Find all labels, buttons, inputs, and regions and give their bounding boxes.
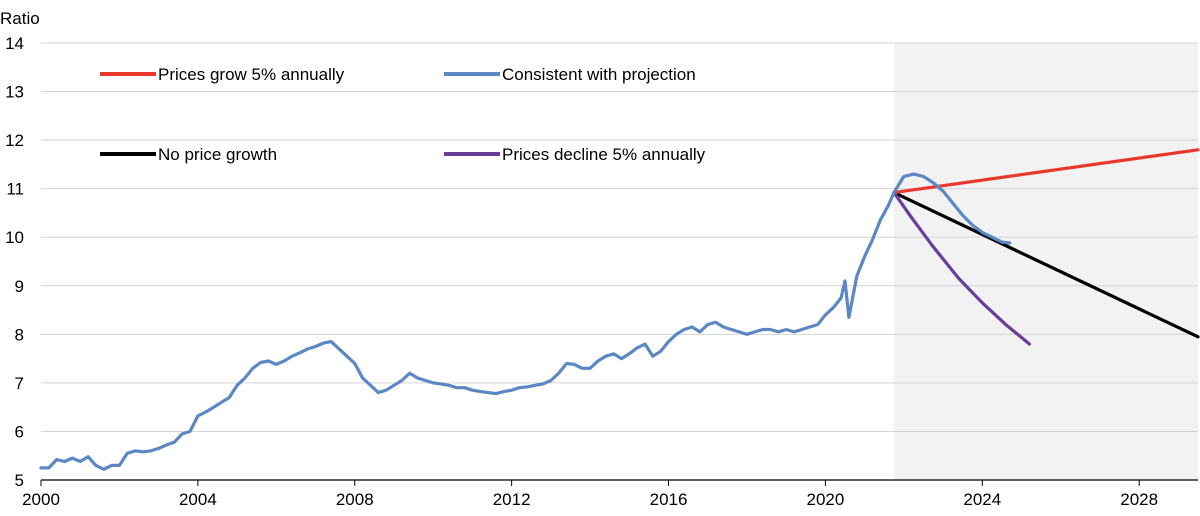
y-tick-label: 9 [15,277,24,296]
x-axis-ticks: 2000 2004 2008 2012 2016 2020 2024 2028 [22,480,1158,509]
y-tick-label: 11 [6,180,24,199]
legend: Prices grow 5% annually Consistent with p… [100,65,706,164]
x-tick-label: 2000 [22,490,60,509]
x-tick-label: 2016 [650,490,688,509]
projection-shading [894,43,1198,480]
x-tick-label: 2012 [493,490,531,509]
y-tick-label: 6 [15,422,24,441]
legend-label-prices-grow-5-annually: Prices grow 5% annually [158,65,345,84]
y-tick-label: 13 [5,83,24,102]
x-tick-label: 2020 [806,490,844,509]
legend-label-no-price-growth: No price growth [158,145,277,164]
y-tick-label: 7 [15,374,24,393]
legend-label-consistent-with-projection: Consistent with projection [502,65,696,84]
series-line-consistent-with-projection [39,172,1012,471]
x-tick-label: 2004 [179,490,217,509]
x-tick-label: 2024 [963,490,1001,509]
y-axis-ticks: 5 6 7 8 9 10 11 12 13 14 [5,34,24,490]
y-tick-label: 14 [5,34,24,53]
series-line-no-price-growth [892,191,1200,339]
y-axis-label: Ratio [0,9,40,28]
y-tick-label: 10 [5,228,24,247]
y-tick-label: 8 [15,325,24,344]
gridlines [41,42,1198,432]
series-lines [39,148,1200,471]
y-tick-label: 12 [5,131,24,150]
y-tick-label: 5 [15,471,24,490]
x-tick-label: 2008 [336,490,374,509]
series-line-prices-decline-5-annually [892,191,1032,346]
series-line-prices-grow-5-annually [892,148,1200,195]
x-tick-label: 2028 [1120,490,1158,509]
legend-label-prices-decline-5-annually: Prices decline 5% annually [502,145,706,164]
